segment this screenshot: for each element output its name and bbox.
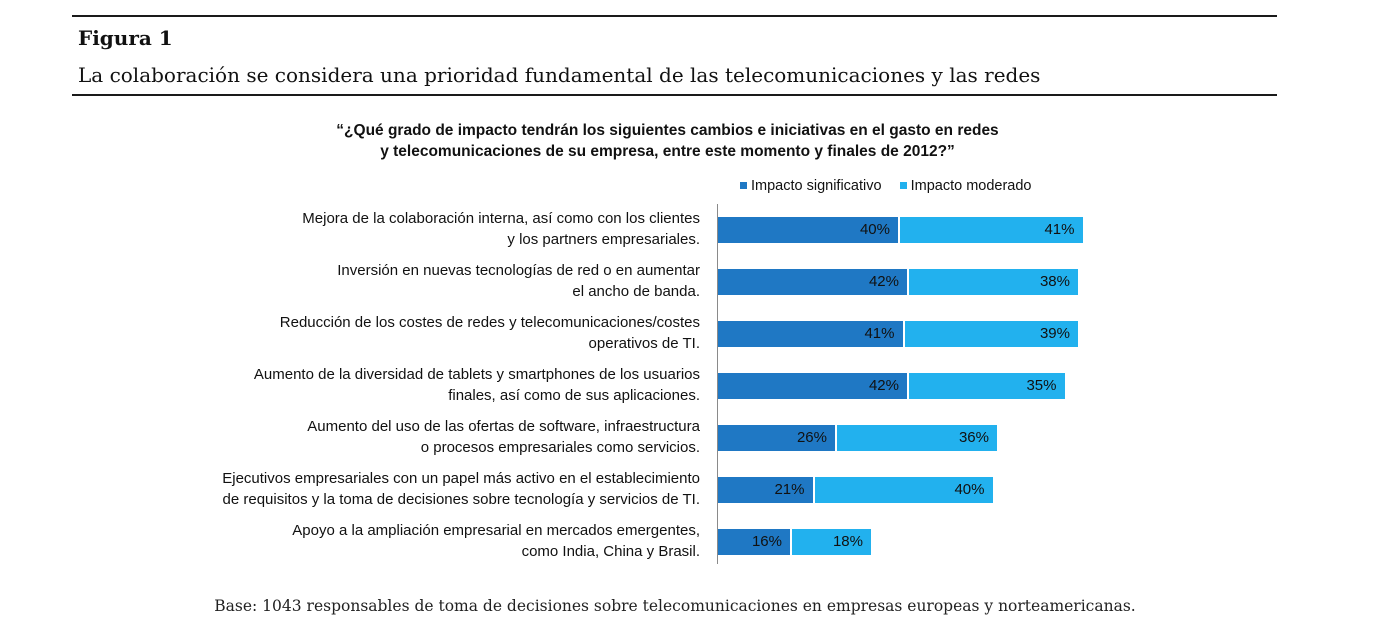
category-label-line: y los partners empresariales.: [507, 231, 700, 248]
category-label: Aumento de la diversidad de tablets y sm…: [100, 364, 700, 406]
data-label-significant: 21%: [774, 481, 805, 498]
category-label-line: o procesos empresariales como servicios.: [420, 439, 700, 456]
bar-significant: [718, 217, 898, 243]
data-label-moderate: 18%: [832, 533, 863, 550]
category-label: Apoyo a la ampliación empresarial en mer…: [100, 520, 700, 562]
data-label-moderate: 39%: [1039, 325, 1070, 342]
legend-swatch-moderate: [899, 181, 907, 189]
chart-legend: Impacto significativo Impacto moderado: [740, 178, 1046, 194]
category-label-line: Reducción de los costes de redes y telec…: [279, 314, 700, 331]
bar-significant: [718, 321, 903, 347]
chart-title-line-2: y telecomunicaciones de su empresa, entr…: [380, 143, 955, 160]
category-label: Reducción de los costes de redes y telec…: [100, 312, 700, 354]
category-label: Ejecutivos empresariales con un papel má…: [100, 468, 700, 510]
category-label-line: de requisitos y la toma de decisiones so…: [222, 491, 700, 508]
data-label-moderate: 40%: [954, 481, 985, 498]
category-label: Inversión en nuevas tecnologías de red o…: [100, 260, 700, 302]
category-label-line: finales, así como de sus aplicaciones.: [448, 387, 700, 404]
bar-moderate: [907, 269, 1078, 295]
data-label-moderate: 35%: [1026, 377, 1057, 394]
data-label-significant: 16%: [751, 533, 782, 550]
bar-significant: [718, 477, 813, 503]
category-label-line: Aumento del uso de las ofertas de softwa…: [307, 418, 700, 435]
category-label-line: operativos de TI.: [588, 335, 700, 352]
cut-off-text-line: [540, 626, 840, 634]
category-axis-line: [717, 204, 718, 564]
legend-label-significant: Impacto significativo: [751, 178, 882, 194]
category-label-line: el ancho de banda.: [572, 283, 700, 300]
category-label-line: Inversión en nuevas tecnologías de red o…: [337, 262, 700, 279]
data-label-significant: 26%: [796, 429, 827, 446]
category-label-line: Aumento de la diversidad de tablets y sm…: [253, 366, 700, 383]
bar-moderate: [835, 425, 997, 451]
legend-label-moderate: Impacto moderado: [910, 178, 1032, 194]
figure-footnote: Base: 1043 responsables de toma de decis…: [214, 597, 1136, 615]
bar-significant: [718, 425, 835, 451]
chart-title-line-1: “¿Qué grado de impacto tendrán los sigui…: [336, 122, 999, 139]
category-label-line: Mejora de la colaboración interna, así c…: [302, 210, 700, 227]
legend-item-moderate: Impacto moderado: [899, 178, 1032, 194]
chart-title: “¿Qué grado de impacto tendrán los sigui…: [200, 120, 1135, 162]
top-rule: [72, 15, 1277, 17]
data-label-significant: 42%: [868, 377, 899, 394]
bar-moderate: [902, 321, 1078, 347]
legend-swatch-significant: [740, 181, 747, 189]
data-label-significant: 42%: [868, 273, 899, 290]
data-label-significant: 41%: [864, 325, 895, 342]
category-label-line: Apoyo a la ampliación empresarial en mer…: [292, 522, 700, 539]
figure-title: La colaboración se considera una priorid…: [78, 63, 1041, 87]
bar-significant: [718, 269, 907, 295]
category-label-line: como India, China y Brasil.: [521, 543, 700, 560]
bar-significant: [718, 529, 790, 555]
data-label-moderate: 36%: [958, 429, 989, 446]
data-label-moderate: 38%: [1039, 273, 1070, 290]
legend-item-significant: Impacto significativo: [740, 178, 882, 194]
bar-moderate: [898, 217, 1083, 243]
figure-label: Figura 1: [78, 26, 173, 50]
bar-significant: [718, 373, 907, 399]
title-rule: [72, 94, 1277, 96]
data-label-significant: 40%: [859, 221, 890, 238]
category-label-line: Ejecutivos empresariales con un papel má…: [222, 470, 700, 487]
bar-moderate: [812, 477, 993, 503]
bar-moderate: [790, 529, 871, 555]
bar-moderate: [907, 373, 1065, 399]
data-label-moderate: 41%: [1044, 221, 1075, 238]
category-label: Mejora de la colaboración interna, así c…: [100, 208, 700, 250]
category-label: Aumento del uso de las ofertas de softwa…: [100, 416, 700, 458]
